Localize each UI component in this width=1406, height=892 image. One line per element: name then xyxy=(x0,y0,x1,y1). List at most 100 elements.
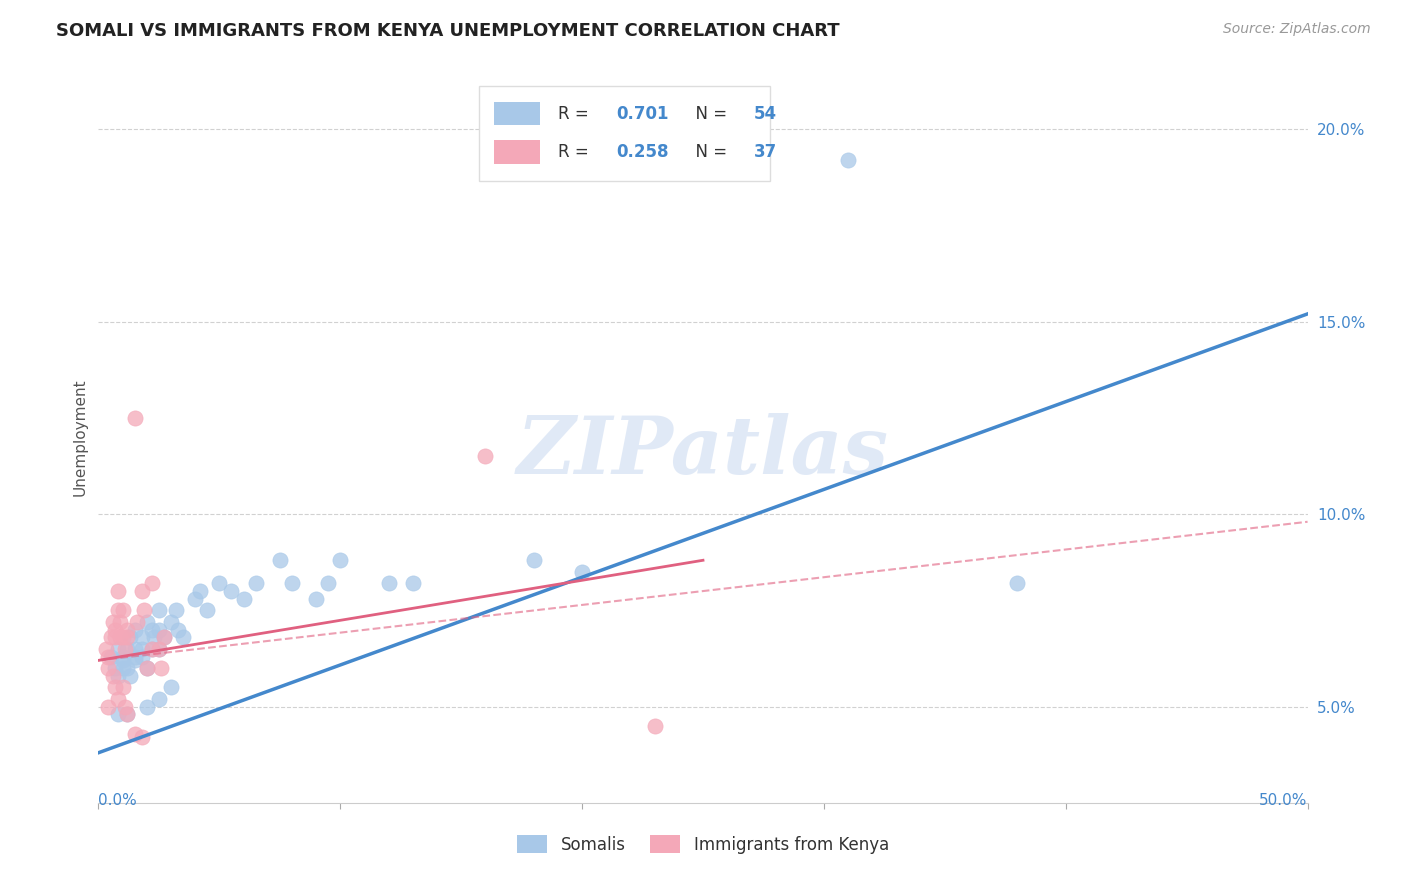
Point xyxy=(316,576,339,591)
Point xyxy=(104,681,127,695)
Point xyxy=(195,603,218,617)
Point xyxy=(97,699,120,714)
Point xyxy=(104,661,127,675)
Point xyxy=(165,603,187,617)
Point xyxy=(281,576,304,591)
Point xyxy=(135,661,157,675)
Point xyxy=(111,681,134,695)
Point xyxy=(131,630,153,644)
Point xyxy=(124,726,146,740)
Text: 0.258: 0.258 xyxy=(616,143,668,161)
Point xyxy=(571,565,593,579)
Point xyxy=(134,603,156,617)
Point xyxy=(329,553,352,567)
Bar xyxy=(494,140,540,163)
Point xyxy=(104,623,127,637)
Point xyxy=(117,641,139,656)
Point xyxy=(111,630,134,644)
Point xyxy=(160,681,183,695)
Point xyxy=(124,410,146,425)
Text: N =: N = xyxy=(685,143,733,161)
Point xyxy=(97,649,120,664)
Point xyxy=(117,707,139,722)
Text: 0.0%: 0.0% xyxy=(98,793,138,808)
Text: N =: N = xyxy=(685,104,733,123)
Point xyxy=(188,584,211,599)
Point xyxy=(101,615,124,629)
Text: ZIPatlas: ZIPatlas xyxy=(517,413,889,491)
Point xyxy=(377,576,399,591)
Point xyxy=(124,649,146,664)
Point xyxy=(644,719,666,733)
Point xyxy=(107,603,129,617)
Point xyxy=(107,669,129,683)
Point xyxy=(232,591,254,606)
Point xyxy=(150,661,173,675)
Point xyxy=(1007,576,1029,591)
Point xyxy=(104,630,127,644)
Text: 0.701: 0.701 xyxy=(616,104,668,123)
Point xyxy=(100,630,122,644)
Point xyxy=(167,623,190,637)
Point xyxy=(305,591,328,606)
Point xyxy=(141,576,163,591)
Point xyxy=(124,641,146,656)
Point xyxy=(474,450,496,464)
Point xyxy=(111,603,134,617)
Point xyxy=(114,699,136,714)
Point xyxy=(114,641,136,656)
Point xyxy=(184,591,207,606)
Point xyxy=(107,707,129,722)
Point xyxy=(141,641,163,656)
Point xyxy=(127,615,149,629)
Point xyxy=(148,691,170,706)
Text: 37: 37 xyxy=(754,143,778,161)
Point xyxy=(141,641,163,656)
Point xyxy=(172,630,194,644)
Bar xyxy=(479,86,769,181)
Text: 50.0%: 50.0% xyxy=(1260,793,1308,808)
Point xyxy=(131,649,153,664)
Point xyxy=(269,553,291,567)
Point xyxy=(111,653,134,667)
Point xyxy=(135,699,157,714)
Point xyxy=(117,623,139,637)
Point xyxy=(101,669,124,683)
Point xyxy=(108,630,131,644)
Text: R =: R = xyxy=(558,143,593,161)
Point xyxy=(245,576,267,591)
Text: 54: 54 xyxy=(754,104,778,123)
Text: Source: ZipAtlas.com: Source: ZipAtlas.com xyxy=(1223,22,1371,37)
Y-axis label: Unemployment: Unemployment xyxy=(72,378,87,496)
Text: R =: R = xyxy=(558,104,593,123)
Text: SOMALI VS IMMIGRANTS FROM KENYA UNEMPLOYMENT CORRELATION CHART: SOMALI VS IMMIGRANTS FROM KENYA UNEMPLOY… xyxy=(56,22,839,40)
Point xyxy=(402,576,425,591)
Point xyxy=(107,641,129,656)
Point xyxy=(837,153,859,167)
Point xyxy=(97,661,120,675)
Point xyxy=(124,623,146,637)
Point xyxy=(117,707,139,722)
Point xyxy=(135,661,157,675)
Point xyxy=(152,630,174,644)
Point xyxy=(135,615,157,629)
Point xyxy=(94,641,117,656)
Point xyxy=(141,623,163,637)
Point xyxy=(108,615,131,629)
Point xyxy=(148,641,170,656)
Point xyxy=(143,630,166,644)
Point xyxy=(221,584,243,599)
Point xyxy=(111,649,134,664)
Point xyxy=(111,661,134,675)
Point xyxy=(100,649,122,664)
Point xyxy=(208,576,231,591)
Point xyxy=(148,641,170,656)
Point xyxy=(152,630,174,644)
Point xyxy=(148,603,170,617)
Point xyxy=(160,615,183,629)
Legend: Somalis, Immigrants from Kenya: Somalis, Immigrants from Kenya xyxy=(510,829,896,860)
Point xyxy=(148,623,170,637)
Point xyxy=(131,584,153,599)
Point xyxy=(118,630,141,644)
Point xyxy=(131,731,153,745)
